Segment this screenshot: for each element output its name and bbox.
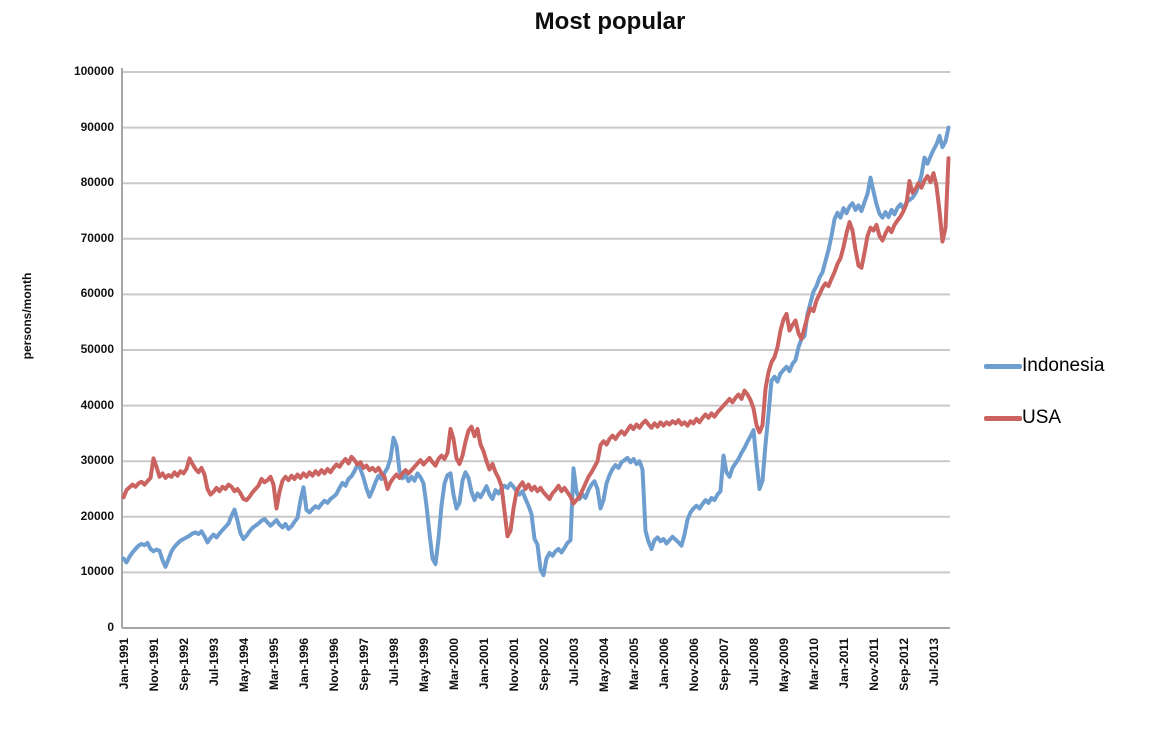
x-tick-label: May-1994 <box>236 638 251 693</box>
x-tick-label: Nov-1996 <box>326 638 341 692</box>
x-tick-label: Jan-1996 <box>296 638 311 690</box>
x-tick-label: Mar-2005 <box>626 638 641 691</box>
x-tick-label: May-2004 <box>596 638 611 693</box>
x-tick-label: Nov-2001 <box>506 638 521 692</box>
y-tick-label: 50000 <box>80 342 114 356</box>
x-tick-label: Jul-2003 <box>566 638 581 687</box>
x-tick-label: Sep-2007 <box>716 638 731 691</box>
series-line-usa[interactable] <box>121 156 951 539</box>
x-tick-label: Jul-1993 <box>206 638 221 687</box>
x-tick-label: Nov-1991 <box>146 638 161 692</box>
x-tick-label: Nov-2006 <box>686 638 701 692</box>
legend: Indonesia USA <box>984 352 1104 456</box>
x-tick-label: Sep-1997 <box>356 638 371 691</box>
legend-label-usa: USA <box>1022 407 1062 428</box>
x-tick-label: Jul-2013 <box>926 638 941 687</box>
legend-label-indonesia: Indonesia <box>1022 355 1105 376</box>
y-tick-label: 80000 <box>80 175 114 190</box>
legend-item-usa[interactable]: USA <box>984 404 1104 432</box>
y-tick-label: 60000 <box>80 286 114 301</box>
x-tick-label: Sep-1992 <box>176 638 191 691</box>
indonesia-line-swatch <box>984 363 1022 369</box>
x-tick-label: Mar-1995 <box>266 638 281 691</box>
x-tick-label: Nov-2011 <box>866 638 881 691</box>
y-tick-label: 70000 <box>80 230 114 245</box>
y-tick-label: 0 <box>107 620 114 634</box>
y-tick-label: 10000 <box>80 564 114 579</box>
x-tick-label: Mar-2010 <box>806 638 821 691</box>
usa-line-swatch <box>984 415 1022 421</box>
x-tick-label: Jan-2006 <box>656 638 671 690</box>
legend-item-indonesia[interactable]: Indonesia <box>984 352 1104 380</box>
y-tick-label: 100000 <box>73 64 114 78</box>
x-tick-label: Jan-2011 <box>836 638 851 689</box>
y-tick-label: 20000 <box>80 508 114 523</box>
x-tick-label: May-2009 <box>776 638 791 693</box>
series-line-indonesia[interactable] <box>121 125 951 578</box>
x-tick-label: Jul-1998 <box>386 638 401 687</box>
y-tick-label: 40000 <box>80 397 114 412</box>
y-axis-title: persons/month <box>20 272 34 360</box>
x-tick-label: Mar-2000 <box>446 638 461 691</box>
x-tick-label: Sep-2002 <box>536 638 551 691</box>
x-tick-label: Sep-2012 <box>896 638 911 691</box>
x-tick-label: Jan-1991 <box>116 638 131 690</box>
y-tick-label: 90000 <box>80 119 114 134</box>
x-tick-label: Jan-2001 <box>476 638 491 690</box>
x-tick-label: Jul-2008 <box>746 638 761 687</box>
chart-title: Most popular <box>534 8 686 35</box>
x-tick-label: May-1999 <box>416 638 431 693</box>
y-tick-label: 30000 <box>80 453 114 468</box>
